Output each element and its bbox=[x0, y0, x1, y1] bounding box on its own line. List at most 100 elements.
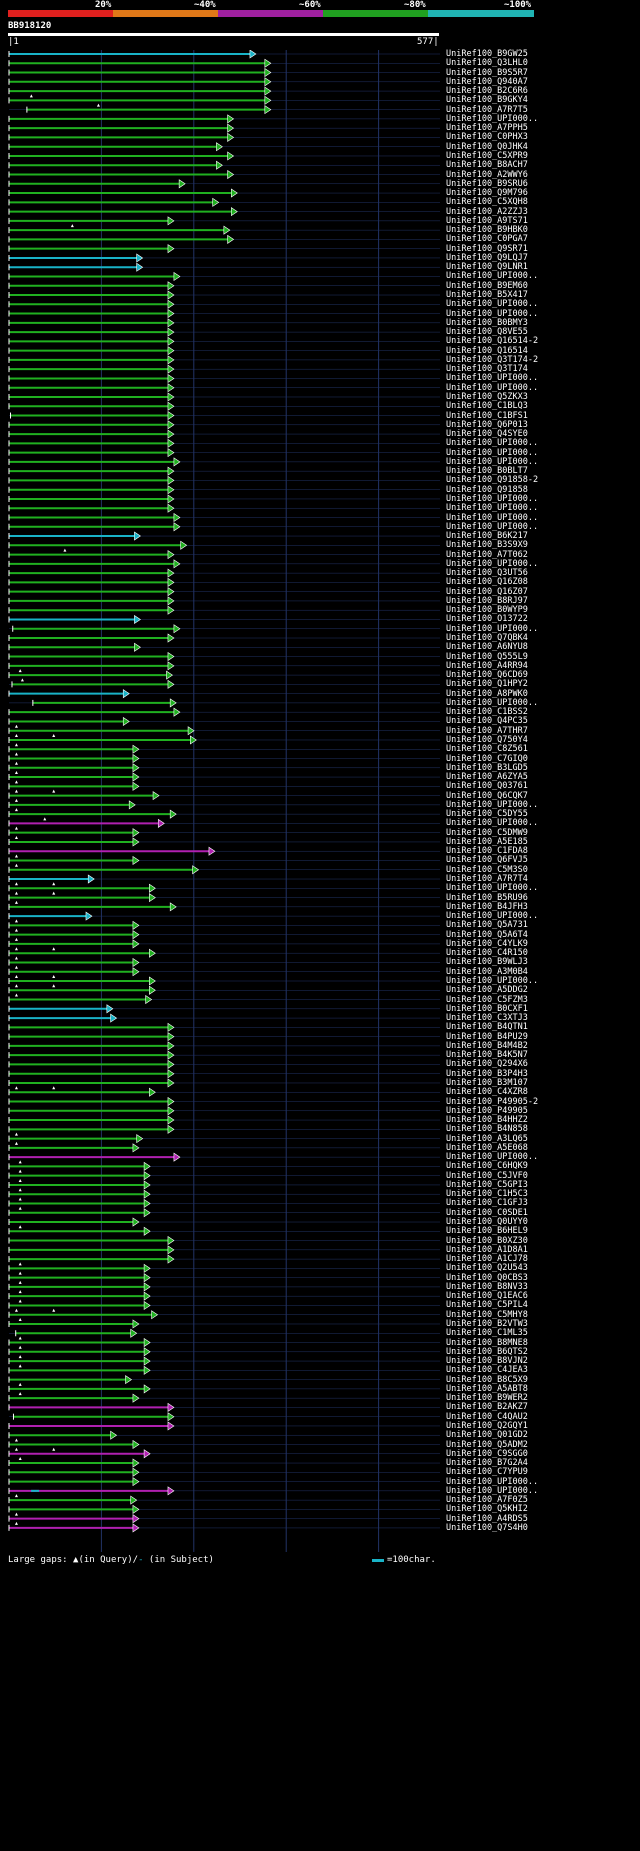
hit-label-link[interactable]: UniRef100_C1BFS1 bbox=[446, 410, 528, 421]
hit-label-link[interactable]: UniRef100_Q4PC35 bbox=[446, 716, 528, 727]
hit-label-link[interactable]: UniRef100_Q6CQK7 bbox=[446, 790, 528, 801]
hit-label-link[interactable]: UniRef100_B9SRU6 bbox=[446, 178, 528, 189]
hit-label-link[interactable]: UniRef100_B9GKY4 bbox=[446, 95, 528, 106]
hit-label-link[interactable]: UniRef100_A7THR7 bbox=[446, 725, 528, 736]
hit-label-link[interactable]: UniRef100_UPI000.. bbox=[446, 382, 539, 393]
hit-label-link[interactable]: UniRef100_B8VJN2 bbox=[446, 1356, 528, 1367]
hit-label-link[interactable]: UniRef100_A9TS71 bbox=[446, 215, 528, 226]
hit-label-link[interactable]: UniRef100_B9GW25 bbox=[446, 49, 528, 59]
hit-label-link[interactable]: UniRef100_UPI000.. bbox=[446, 911, 539, 922]
hit-label-link[interactable]: UniRef100_B4PU29 bbox=[446, 1031, 528, 1042]
hit-label-link[interactable]: UniRef100_B0WYP9 bbox=[446, 605, 528, 616]
hit-label-link[interactable]: UniRef100_C1ML35 bbox=[446, 1328, 528, 1339]
hit-label-link[interactable]: UniRef100_C4XZR8 bbox=[446, 1087, 528, 1098]
hit-label-link[interactable]: UniRef100_Q01GD2 bbox=[446, 1430, 528, 1441]
hit-label-link[interactable]: UniRef100_B4K5N7 bbox=[446, 1050, 528, 1061]
hit-label-link[interactable]: UniRef100_B3S9X9 bbox=[446, 540, 528, 551]
hit-label-link[interactable]: UniRef100_UPI000.. bbox=[446, 299, 539, 310]
hit-label-link[interactable]: UniRef100_Q9SR71 bbox=[446, 243, 528, 254]
hit-label-link[interactable]: UniRef100_UPI000.. bbox=[446, 113, 539, 124]
hit-label-link[interactable]: UniRef100_C5GPI3 bbox=[446, 1179, 528, 1190]
hit-label-link[interactable]: UniRef100_UPI000.. bbox=[446, 308, 539, 319]
hit-label-link[interactable]: UniRef100_Q6P013 bbox=[446, 419, 528, 430]
hit-label-link[interactable]: UniRef100_Q0JHK4 bbox=[446, 141, 528, 152]
hit-label-link[interactable]: UniRef100_C5FZM3 bbox=[446, 994, 528, 1005]
hit-label-link[interactable]: UniRef100_C1H5C3 bbox=[446, 1189, 528, 1200]
hit-label-link[interactable]: UniRef100_C5XPR9 bbox=[446, 150, 528, 161]
hit-label-link[interactable]: UniRef100_P49905 bbox=[446, 1105, 528, 1116]
hit-label-link[interactable]: UniRef100_Q5ZKX3 bbox=[446, 391, 528, 402]
hit-label-link[interactable]: UniRef100_UPI000.. bbox=[446, 447, 539, 458]
hit-label-link[interactable]: UniRef100_A6NYU8 bbox=[446, 642, 528, 653]
hit-label-link[interactable]: UniRef100_C0SDE1 bbox=[446, 1207, 528, 1218]
hit-label-link[interactable]: UniRef100_Q16514 bbox=[446, 345, 528, 356]
hit-label-link[interactable]: UniRef100_C5MHY8 bbox=[446, 1309, 528, 1320]
hit-label-link[interactable]: UniRef100_UPI000.. bbox=[446, 799, 539, 810]
hit-label-link[interactable]: UniRef100_A6ZYA5 bbox=[446, 772, 528, 783]
hit-label-link[interactable]: UniRef100_A1CJ78 bbox=[446, 1254, 528, 1265]
hit-label-link[interactable]: UniRef100_UPI000.. bbox=[446, 503, 539, 514]
hit-label-link[interactable]: UniRef100_Q9LNR1 bbox=[446, 262, 528, 273]
hit-label-link[interactable]: UniRef100_B3M107 bbox=[446, 1077, 528, 1088]
hit-label-link[interactable]: UniRef100_B7G2A4 bbox=[446, 1458, 528, 1469]
hit-label-link[interactable]: UniRef100_C4JEA3 bbox=[446, 1365, 528, 1376]
hit-label-link[interactable]: UniRef100_C5DY55 bbox=[446, 809, 528, 820]
hit-label-link[interactable]: UniRef100_Q750Y4 bbox=[446, 734, 528, 745]
hit-label-link[interactable]: UniRef100_B9WLJ3 bbox=[446, 957, 528, 968]
hit-label-link[interactable]: UniRef100_Q7S4H0 bbox=[446, 1522, 528, 1533]
hit-label-link[interactable]: UniRef100_B4HHZ2 bbox=[446, 1115, 528, 1126]
hit-label-link[interactable]: UniRef100_Q1HPY2 bbox=[446, 679, 528, 690]
hit-label-link[interactable]: UniRef100_B3P4H3 bbox=[446, 1068, 528, 1079]
hit-label-link[interactable]: UniRef100_B4N858 bbox=[446, 1124, 528, 1135]
hit-label-link[interactable]: UniRef100_B9HBK0 bbox=[446, 225, 528, 236]
hit-label-link[interactable]: UniRef100_A2WWY6 bbox=[446, 169, 528, 180]
hit-label-link[interactable]: UniRef100_C1GFJ3 bbox=[446, 1198, 528, 1209]
hit-label-link[interactable]: UniRef100_UPI000.. bbox=[446, 558, 539, 569]
hit-label-link[interactable]: UniRef100_C7YPU9 bbox=[446, 1467, 528, 1478]
hit-label-link[interactable]: UniRef100_B0BLT7 bbox=[446, 466, 528, 477]
hit-label-link[interactable]: UniRef100_B8C5X9 bbox=[446, 1374, 528, 1385]
hit-label-link[interactable]: UniRef100_C5DMW9 bbox=[446, 827, 528, 838]
hit-label-link[interactable]: UniRef100_B9S5R7 bbox=[446, 67, 528, 78]
hit-label-link[interactable]: UniRef100_Q7QBK4 bbox=[446, 633, 528, 643]
hit-label-link[interactable]: UniRef100_A7R7T5 bbox=[446, 104, 528, 115]
hit-label-link[interactable]: UniRef100_B8NV33 bbox=[446, 1281, 528, 1292]
hit-label-link[interactable]: UniRef100_B6QTS2 bbox=[446, 1346, 528, 1357]
hit-label-link[interactable]: UniRef100_Q5KHI2 bbox=[446, 1504, 528, 1515]
hit-label-link[interactable]: UniRef100_Q940A7 bbox=[446, 76, 528, 87]
hit-label-link[interactable]: UniRef100_A5E068 bbox=[446, 1142, 528, 1153]
hit-label-link[interactable]: UniRef100_UPI000.. bbox=[446, 493, 539, 504]
hit-label-link[interactable]: UniRef100_A8PWK0 bbox=[446, 688, 528, 699]
hit-label-link[interactable]: UniRef100_C5PIL4 bbox=[446, 1300, 528, 1311]
hit-label-link[interactable]: UniRef100_A4RDS5 bbox=[446, 1513, 528, 1524]
hit-label-link[interactable]: UniRef100_P49905-2 bbox=[446, 1096, 539, 1107]
hit-label-link[interactable]: UniRef100_Q16Z07 bbox=[446, 586, 528, 597]
hit-label-link[interactable]: UniRef100_C8Z561 bbox=[446, 744, 528, 755]
hit-label-link[interactable]: UniRef100_Q5ADM2 bbox=[446, 1439, 528, 1450]
hit-label-link[interactable]: UniRef100_Q2GQY1 bbox=[446, 1420, 528, 1431]
hit-label-link[interactable]: UniRef100_A5ABT8 bbox=[446, 1383, 528, 1394]
hit-label-link[interactable]: UniRef100_B8MNE8 bbox=[446, 1337, 528, 1348]
hit-label-link[interactable]: UniRef100_C0PHX3 bbox=[446, 132, 528, 143]
hit-label-link[interactable]: UniRef100_B9EM60 bbox=[446, 280, 528, 291]
hit-label-link[interactable]: UniRef100_UPI000.. bbox=[446, 1485, 539, 1496]
hit-label-link[interactable]: UniRef100_B3LGD5 bbox=[446, 762, 528, 773]
hit-label-link[interactable]: UniRef100_Q8VE55 bbox=[446, 327, 528, 338]
hit-label-link[interactable]: UniRef100_A7R7T4 bbox=[446, 874, 528, 885]
hit-label-link[interactable]: UniRef100_B2AKZ7 bbox=[446, 1402, 528, 1413]
hit-label-link[interactable]: UniRef100_UPI000.. bbox=[446, 271, 539, 282]
hit-label-link[interactable]: UniRef100_B6HEL9 bbox=[446, 1226, 528, 1237]
hit-label-link[interactable]: UniRef100_Q0CBS3 bbox=[446, 1272, 528, 1283]
hit-label-link[interactable]: UniRef100_UPI000.. bbox=[446, 521, 539, 532]
hit-label-link[interactable]: UniRef100_B6K217 bbox=[446, 531, 528, 542]
hit-label-link[interactable]: UniRef100_C4QAU2 bbox=[446, 1411, 528, 1422]
hit-label-link[interactable]: UniRef100_Q6FVJ5 bbox=[446, 855, 528, 866]
hit-label-link[interactable]: UniRef100_C1FDA8 bbox=[446, 846, 528, 857]
hit-label-link[interactable]: UniRef100_B9WER2 bbox=[446, 1393, 528, 1404]
hit-label-link[interactable]: UniRef100_UPI000.. bbox=[446, 1476, 539, 1487]
hit-label-link[interactable]: UniRef100_A3M0B4 bbox=[446, 966, 528, 977]
hit-label-link[interactable]: UniRef100_B8ACH7 bbox=[446, 160, 528, 171]
hit-label-link[interactable]: UniRef100_Q03761 bbox=[446, 781, 528, 792]
hit-label-link[interactable]: UniRef100_Q91858 bbox=[446, 484, 528, 495]
hit-label-link[interactable]: UniRef100_Q3T174-2 bbox=[446, 354, 539, 365]
